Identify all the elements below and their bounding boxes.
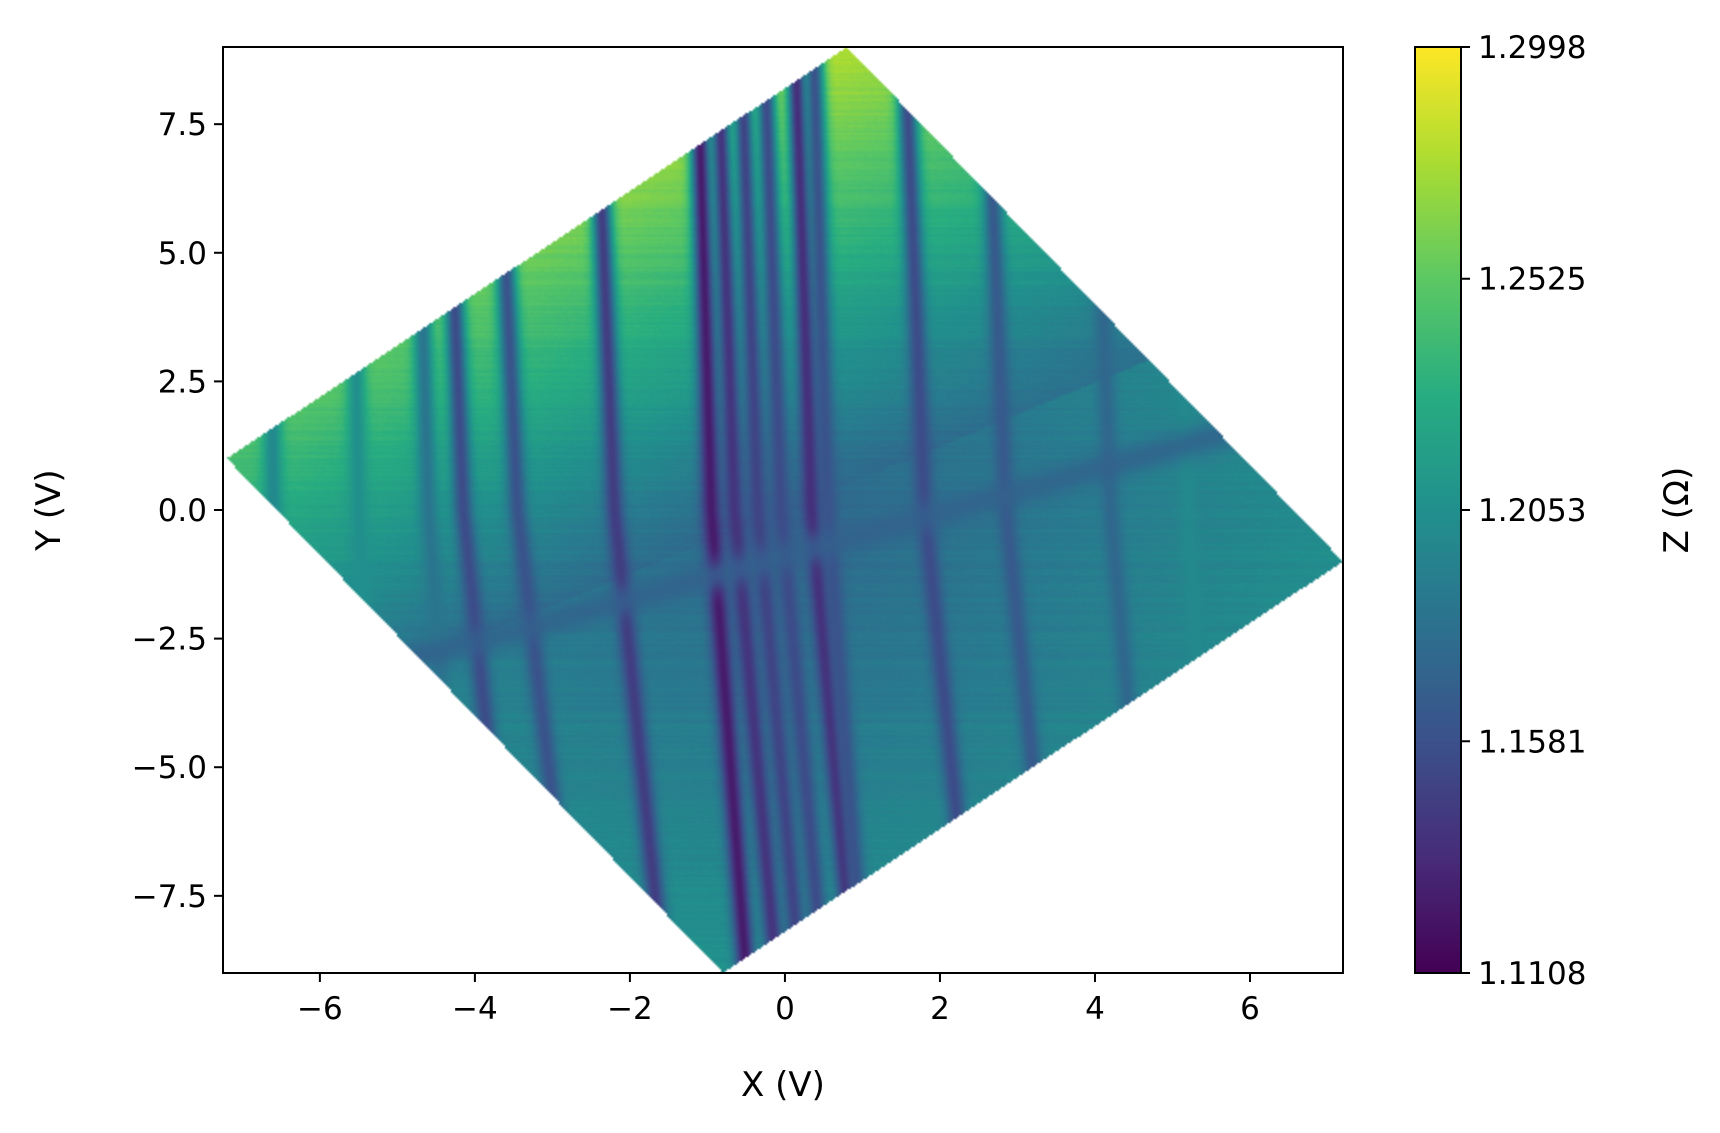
colorbar-tick-label: 1.2525 xyxy=(1478,262,1586,298)
x-tick-label: 4 xyxy=(1085,991,1105,1027)
x-tick-label: 2 xyxy=(930,991,950,1027)
x-tick-label: −2 xyxy=(607,991,653,1027)
colorbar-tick-label: 1.1108 xyxy=(1478,956,1586,992)
x-tick-label: 0 xyxy=(775,991,795,1027)
colorbar-ticks: 1.2998 1.2525 1.2053 1.1581 1.1108 xyxy=(1461,30,1586,992)
y-axis-title: Y (V) xyxy=(29,469,69,551)
y-tick-label: 0.0 xyxy=(158,493,207,529)
y-tick-label: −2.5 xyxy=(132,622,207,658)
x-axis-ticks: −6 −4 −2 0 2 4 6 xyxy=(297,973,1260,1027)
y-axis-ticks: 7.5 5.0 2.5 0.0 −2.5 −5.0 −7.5 xyxy=(132,107,223,915)
x-tick-label: −4 xyxy=(452,991,498,1027)
y-tick-label: 7.5 xyxy=(158,107,207,143)
colorbar-tick-label: 1.2998 xyxy=(1478,30,1586,66)
heatmap-image xyxy=(223,47,1343,973)
y-tick-label: 2.5 xyxy=(158,364,207,400)
colorbar xyxy=(1414,46,1462,974)
y-tick-label: −5.0 xyxy=(132,750,207,786)
x-axis-title: X (V) xyxy=(741,1065,825,1105)
y-tick-label: −7.5 xyxy=(132,879,207,915)
x-tick-label: −6 xyxy=(297,991,343,1027)
colorbar-tick-label: 1.1581 xyxy=(1478,724,1586,760)
colorbar-tick-label: 1.2053 xyxy=(1478,493,1586,529)
x-tick-label: 6 xyxy=(1240,991,1260,1027)
y-tick-label: 5.0 xyxy=(158,236,207,272)
colorbar-title: Z (Ω) xyxy=(1657,467,1697,554)
